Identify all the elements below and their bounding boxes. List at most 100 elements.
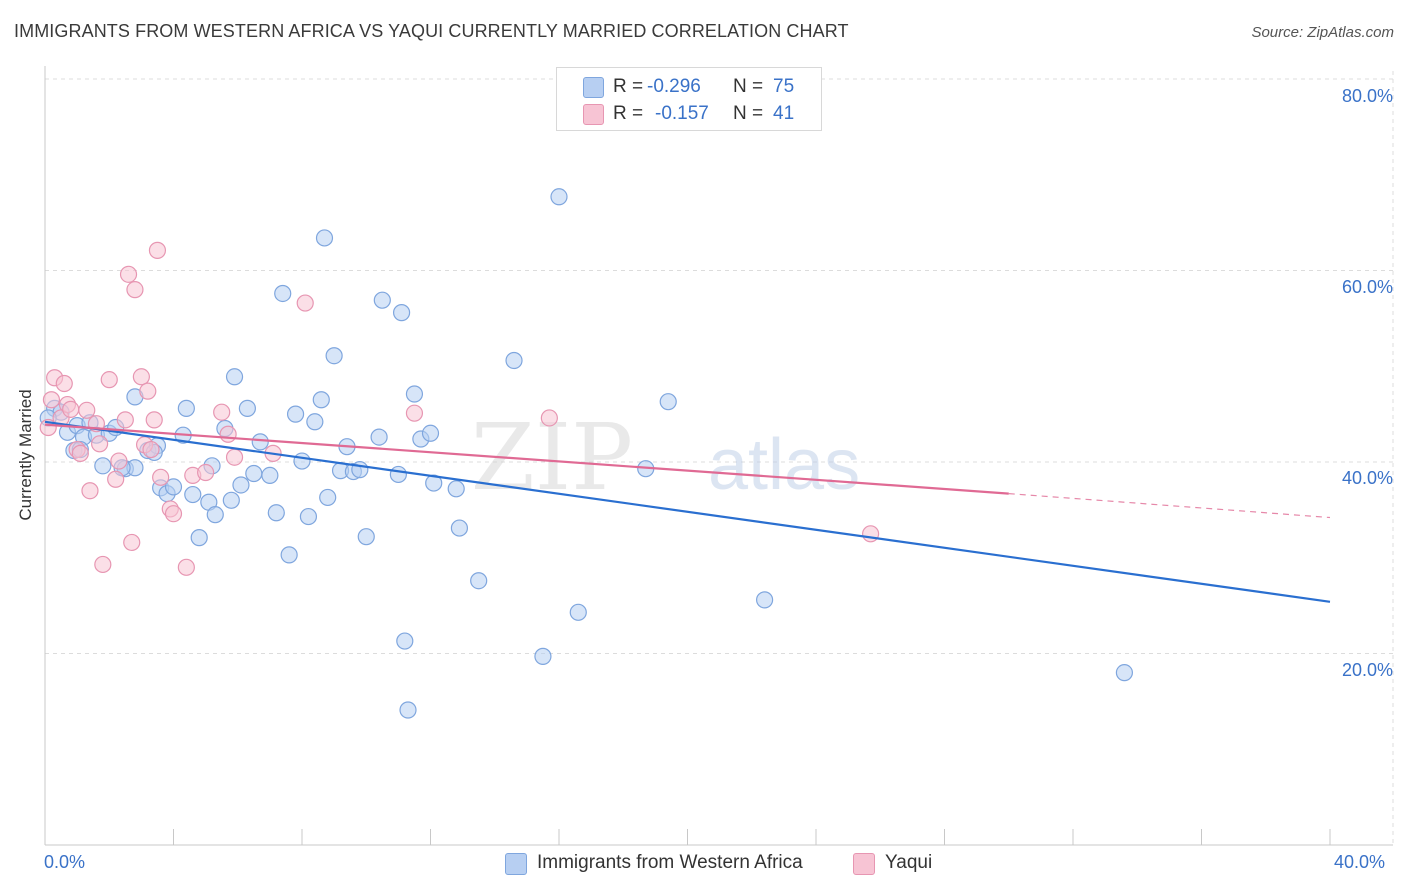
- data-point-yaqui: [139, 382, 157, 400]
- chart-title: IMMIGRANTS FROM WESTERN AFRICA VS YAQUI …: [14, 21, 849, 41]
- data-point-yaqui: [110, 452, 128, 470]
- data-point-western-africa: [293, 452, 311, 470]
- data-point-yaqui: [164, 505, 183, 523]
- data-point-western-africa: [405, 385, 424, 403]
- data-point-western-africa: [396, 632, 414, 650]
- source-label: Source: ZipAtlas.com: [1251, 24, 1394, 41]
- data-point-yaqui: [540, 409, 558, 427]
- stats-legend: R = -0.296 N = 75 R = -0.157 N = 41: [556, 67, 822, 131]
- data-point-western-africa: [659, 393, 677, 411]
- data-point-western-africa: [206, 506, 224, 524]
- data-point-yaqui: [55, 374, 73, 393]
- data-point-yaqui: [116, 411, 134, 429]
- data-point-yaqui: [100, 371, 118, 389]
- data-point-western-africa: [755, 591, 774, 609]
- data-point-western-africa: [94, 457, 112, 475]
- data-point-western-africa: [225, 368, 244, 386]
- data-point-western-africa: [222, 491, 240, 509]
- data-point-western-africa: [534, 647, 552, 665]
- data-point-yaqui: [94, 555, 112, 574]
- y-tick-label-20: 20.0%: [1341, 660, 1393, 680]
- trend-line-yaqui: [44, 423, 1009, 495]
- data-point-western-africa: [373, 291, 391, 309]
- n-label: N =: [733, 103, 764, 124]
- x-tick-label-min: 0.0%: [44, 852, 86, 872]
- data-point-yaqui: [145, 411, 163, 429]
- data-point-yaqui: [142, 440, 160, 459]
- r-label: R =: [613, 103, 644, 124]
- data-point-yaqui: [119, 265, 138, 283]
- n-label: N =: [733, 76, 764, 97]
- watermark: ZIP atlas: [471, 404, 860, 511]
- data-point-yaqui: [177, 558, 195, 576]
- data-point-western-africa: [280, 546, 298, 564]
- data-point-yaqui: [123, 533, 141, 552]
- data-point-western-africa: [312, 391, 330, 409]
- data-point-western-africa: [261, 466, 279, 485]
- data-point-western-africa: [325, 347, 343, 365]
- data-point-western-africa: [399, 701, 417, 719]
- data-point-yaqui: [152, 468, 170, 486]
- data-point-yaqui: [91, 435, 109, 453]
- n-value: 75: [773, 76, 795, 97]
- data-point-western-africa: [164, 478, 183, 496]
- data-point-western-africa: [306, 413, 324, 431]
- data-point-yaqui: [296, 294, 314, 312]
- r-label: R =: [613, 76, 644, 97]
- legend-swatch-blue: [505, 853, 527, 875]
- axes: [44, 66, 1393, 846]
- watermark-atlas: atlas: [708, 425, 860, 505]
- data-point-yaqui: [225, 448, 244, 466]
- data-point-western-africa: [389, 465, 407, 484]
- legend-swatch-pink: [853, 853, 875, 875]
- data-point-yaqui: [71, 444, 89, 462]
- legend-label: Yaqui: [885, 852, 933, 873]
- r-value: -0.157: [655, 103, 709, 124]
- data-point-western-africa: [421, 424, 440, 442]
- data-point-western-africa: [184, 485, 202, 504]
- data-point-western-africa: [232, 476, 250, 494]
- data-point-western-africa: [286, 405, 305, 423]
- data-point-western-africa: [299, 507, 318, 526]
- data-point-western-africa: [569, 603, 587, 621]
- data-point-western-africa: [370, 428, 388, 446]
- series-yaqui-points: [39, 241, 880, 576]
- trend-lines: [44, 420, 1331, 603]
- legend-swatch-blue: [583, 77, 604, 98]
- data-point-western-africa: [274, 284, 292, 303]
- data-point-western-africa: [315, 229, 334, 247]
- trend-line-western-africa: [44, 420, 1331, 603]
- data-point-yaqui: [197, 463, 215, 482]
- data-point-western-africa: [238, 399, 256, 417]
- data-point-yaqui: [213, 403, 231, 421]
- data-point-western-africa: [1115, 664, 1134, 682]
- data-point-yaqui: [107, 470, 125, 488]
- data-point-yaqui: [862, 525, 880, 543]
- data-point-western-africa: [245, 464, 263, 483]
- data-point-yaqui: [405, 404, 424, 422]
- x-tick-label-max: 40.0%: [1334, 852, 1386, 872]
- data-point-western-africa: [177, 399, 195, 417]
- n-value: 41: [773, 103, 795, 124]
- data-point-yaqui: [42, 391, 61, 409]
- data-point-yaqui: [126, 281, 144, 299]
- y-tick-label-40: 40.0%: [1341, 468, 1393, 488]
- data-point-western-africa: [425, 474, 443, 492]
- legend-label: Immigrants from Western Africa: [537, 852, 803, 873]
- trend-line-yaqui-extrapolated: [1008, 492, 1331, 519]
- data-point-western-africa: [357, 528, 375, 546]
- data-point-western-africa: [505, 351, 523, 370]
- data-point-yaqui: [81, 482, 99, 500]
- data-point-yaqui: [62, 400, 80, 418]
- data-point-western-africa: [251, 433, 269, 451]
- data-point-western-africa: [319, 488, 337, 507]
- data-point-yaqui: [219, 425, 237, 443]
- gridlines: [45, 71, 1394, 845]
- data-point-yaqui: [78, 401, 96, 419]
- data-point-western-africa: [392, 304, 411, 322]
- data-point-western-africa: [550, 188, 568, 206]
- y-tick-label-80: 80.0%: [1341, 86, 1393, 106]
- data-point-western-africa: [450, 519, 469, 537]
- data-point-western-africa: [267, 504, 285, 522]
